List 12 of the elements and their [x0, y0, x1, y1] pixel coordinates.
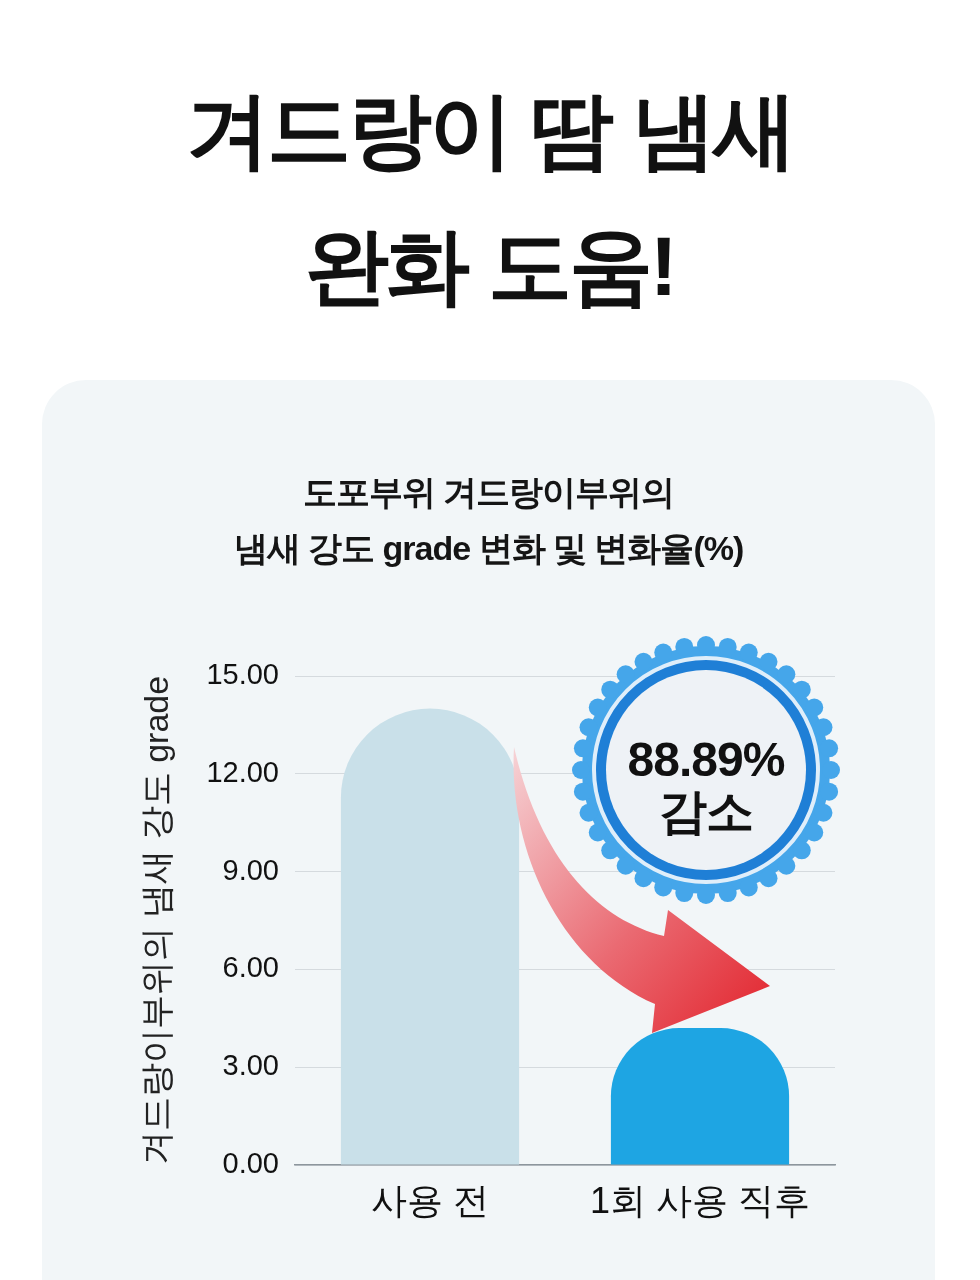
y-tick-label: 6.00 — [222, 951, 279, 984]
y-tick-label: 15.00 — [206, 658, 279, 690]
chart-subtitle: 도포부위 겨드랑이부위의 냄새 강도 grade 변화 및 변화율(%) — [232, 472, 745, 569]
x-tick-label: 1회 사용 직후 — [589, 1179, 811, 1221]
y-tick-label: 12.00 — [206, 755, 279, 788]
y-tick-label: 9.00 — [222, 853, 279, 886]
x-tick-label: 사용 전 — [370, 1179, 490, 1221]
y-axis-title: 겨드랑이부위의 냄새 강도 grade — [136, 675, 175, 1166]
y-tick-label: 0.00 — [222, 1147, 279, 1179]
annotation: 88.89% 감소 — [626, 733, 786, 838]
chart-title: 겨드랑이 땀 냄새 완화 도움! — [185, 82, 795, 315]
y-tick-label: 3.00 — [222, 1049, 279, 1082]
